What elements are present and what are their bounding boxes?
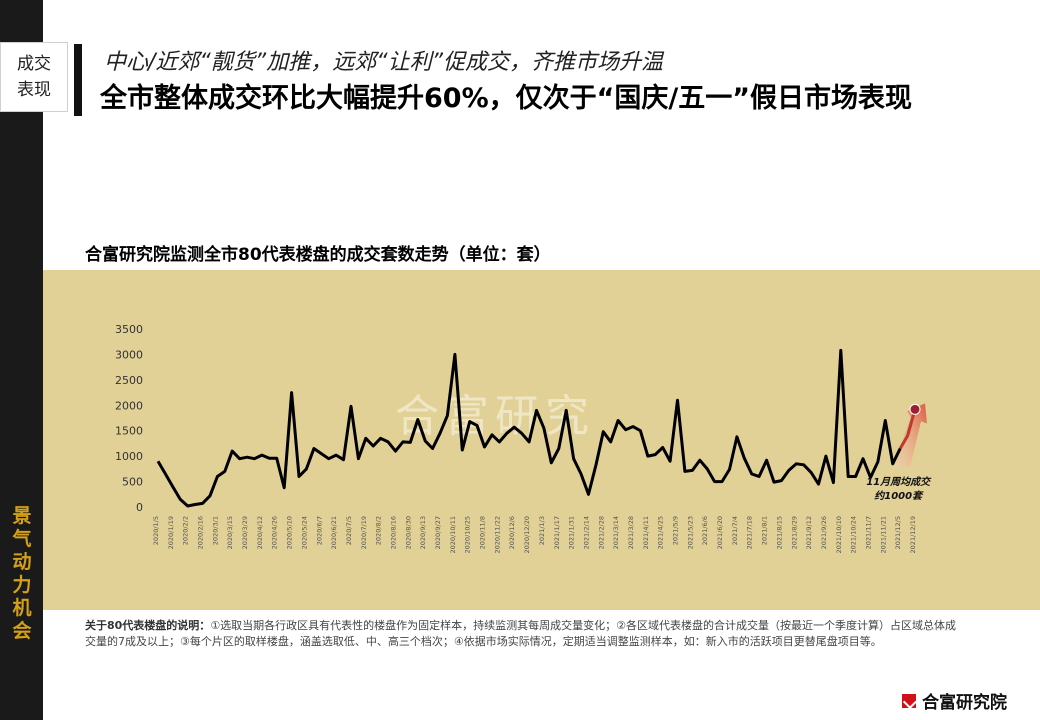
x-tick-label: 2020/1/5 bbox=[152, 516, 160, 545]
x-tick-label: 2020/10/11 bbox=[449, 516, 457, 553]
highlight-segment bbox=[898, 408, 917, 450]
y-tick-label: 3500 bbox=[115, 323, 143, 336]
x-tick-label: 2021/12/19 bbox=[909, 516, 917, 553]
y-tick-label: 3000 bbox=[115, 348, 143, 361]
x-tick-label: 2021/1/3 bbox=[538, 516, 546, 545]
x-tick-label: 2020/4/26 bbox=[271, 516, 279, 549]
x-tick-label: 2021/3/28 bbox=[627, 516, 635, 549]
title-accent-bar bbox=[74, 44, 82, 116]
x-tick-label: 2021/2/14 bbox=[582, 516, 590, 549]
x-tick-label: 2021/6/20 bbox=[716, 516, 724, 549]
x-tick-label: 2021/6/6 bbox=[701, 516, 709, 545]
y-tick-label: 500 bbox=[122, 476, 143, 489]
y-tick-label: 1000 bbox=[115, 450, 143, 463]
highlight-label-line2: 约1000套 bbox=[874, 490, 924, 502]
section-tab-line1: 成交 bbox=[17, 54, 51, 74]
y-axis: 0 500 1000 1500 2000 2500 3000 3500 bbox=[115, 323, 143, 514]
x-tick-label: 2020/8/30 bbox=[404, 516, 412, 549]
x-tick-label: 2021/7/4 bbox=[731, 516, 739, 545]
x-tick-label: 2020/6/21 bbox=[330, 516, 338, 549]
x-tick-label: 2020/3/29 bbox=[241, 516, 249, 549]
x-axis: 2020/1/5 2020/1/19 2020/2/2 2020/2/16 2020/3… bbox=[152, 516, 917, 553]
x-tick-label: 2020/8/2 bbox=[375, 516, 383, 545]
x-tick-label: 2021/1/17 bbox=[553, 516, 561, 549]
x-tick-label: 2020/1/19 bbox=[167, 516, 175, 549]
x-tick-label: 2021/8/29 bbox=[790, 516, 798, 549]
x-tick-label: 2020/10/25 bbox=[464, 516, 472, 553]
x-tick-label: 2020/12/6 bbox=[508, 516, 516, 549]
x-tick-label: 2021/9/26 bbox=[820, 516, 828, 549]
chart-background bbox=[43, 270, 1040, 610]
x-tick-label: 2020/11/8 bbox=[479, 516, 487, 549]
chart-title: 合富研究院监测全市80代表楼盘的成交套数走势（单位：套） bbox=[85, 245, 551, 265]
footnote-text: ①选取当期各行政区具有代表性的楼盘作为固定样本，持续监测其每周成交量变化；②各区… bbox=[85, 619, 957, 648]
x-tick-label: 2020/8/16 bbox=[389, 516, 397, 549]
x-tick-label: 2021/1/31 bbox=[568, 516, 576, 549]
x-tick-label: 2020/9/13 bbox=[419, 516, 427, 549]
series-line bbox=[156, 348, 902, 508]
sidebar-slogan: 景气 动力 机会 bbox=[12, 505, 32, 642]
brand-logo-icon bbox=[902, 693, 916, 708]
x-tick-label: 2021/11/21 bbox=[879, 516, 887, 553]
x-tick-label: 2021/2/28 bbox=[597, 516, 605, 549]
x-tick-label: 2021/4/11 bbox=[642, 516, 650, 549]
x-tick-label: 2020/3/1 bbox=[211, 516, 219, 545]
trend-arrow-icon bbox=[896, 403, 927, 467]
x-tick-label: 2020/2/2 bbox=[182, 516, 190, 545]
x-tick-label: 2020/7/5 bbox=[345, 516, 353, 545]
x-tick-label: 2020/12/20 bbox=[523, 516, 531, 553]
end-point-marker bbox=[909, 403, 921, 415]
x-tick-label: 2021/8/1 bbox=[761, 516, 769, 545]
x-tick-label: 2020/9/27 bbox=[434, 516, 442, 549]
x-tick-label: 2020/6/7 bbox=[315, 516, 323, 545]
x-tick-label: 2021/10/10 bbox=[835, 516, 843, 553]
footnote-label: 关于80代表楼盘的说明： bbox=[85, 619, 211, 632]
page-title: 全市整体成交环比大幅提升60%，仅次于“国庆/五一”假日市场表现 bbox=[100, 83, 912, 114]
brand-logo-text: 合富研究院 bbox=[922, 693, 1007, 713]
x-tick-label: 2021/9/12 bbox=[805, 516, 813, 549]
x-tick-label: 2020/3/15 bbox=[226, 516, 234, 549]
section-tab: 成交 表现 bbox=[0, 42, 68, 112]
x-tick-label: 2020/7/19 bbox=[360, 516, 368, 549]
x-tick-label: 2021/3/14 bbox=[612, 516, 620, 549]
x-tick-label: 2020/2/16 bbox=[197, 516, 205, 549]
x-tick-label: 2021/8/15 bbox=[775, 516, 783, 549]
x-tick-label: 2021/10/24 bbox=[850, 516, 858, 553]
x-tick-label: 2021/5/9 bbox=[672, 516, 680, 545]
x-tick-label: 2021/4/25 bbox=[657, 516, 665, 549]
section-tab-line2: 表现 bbox=[17, 80, 51, 100]
sidebar: 景气 动力 机会 bbox=[0, 0, 43, 720]
y-tick-label: 0 bbox=[136, 501, 143, 514]
y-tick-label: 1500 bbox=[115, 425, 143, 438]
x-tick-label: 2021/7/18 bbox=[746, 516, 754, 549]
brand-logo: 合富研究院 bbox=[902, 688, 1007, 713]
footnote: 关于80代表楼盘的说明：①选取当期各行政区具有代表性的楼盘作为固定样本，持续监测… bbox=[85, 618, 965, 650]
x-tick-label: 2021/12/5 bbox=[894, 516, 902, 549]
page-subtitle: 中心/近郊“靓货”加推，远郊“让利”促成交，齐推市场升温 bbox=[104, 50, 664, 75]
x-tick-label: 2021/5/23 bbox=[686, 516, 694, 549]
y-tick-label: 2000 bbox=[115, 399, 143, 412]
highlight-label-line1: 11月周均成交 bbox=[866, 476, 932, 488]
x-tick-label: 2020/5/24 bbox=[300, 516, 308, 549]
x-tick-label: 2021/11/7 bbox=[864, 516, 872, 549]
y-tick-label: 2500 bbox=[115, 374, 143, 387]
x-tick-label: 2020/4/12 bbox=[256, 516, 264, 549]
x-tick-label: 2020/5/10 bbox=[286, 516, 294, 549]
x-tick-label: 2020/11/22 bbox=[493, 516, 501, 553]
